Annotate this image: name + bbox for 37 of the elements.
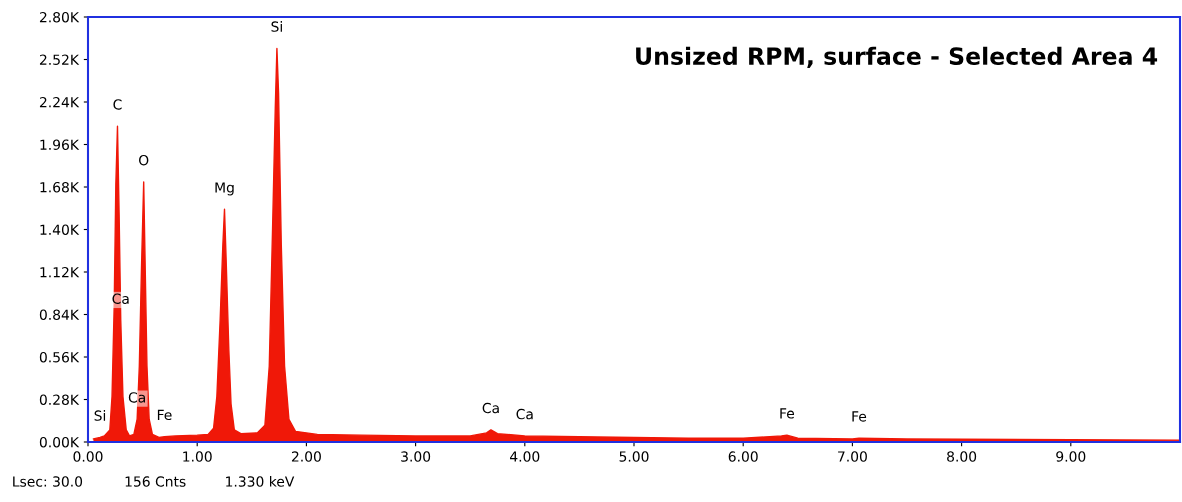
annotation: Ca	[482, 402, 499, 414]
x-tick-label: 5.00	[619, 451, 649, 462]
y-tick-label: 0.00K	[39, 436, 80, 448]
x-tick-label: 0.00	[73, 451, 103, 462]
x-tick-label: 1.00	[183, 451, 212, 462]
annotation: C	[113, 99, 122, 110]
x-tick-label: 9.00	[1056, 451, 1086, 462]
text: 156 Cnts	[125, 476, 186, 487]
y-tick-label: 1.96K	[40, 139, 80, 150]
y-tick-label: 1.68K	[40, 181, 80, 193]
y-tick-label: 2.24K	[39, 96, 80, 108]
text: 1.330 keV	[226, 476, 295, 487]
annotation: Ca	[112, 293, 129, 304]
x-tick-label: 2.00	[291, 451, 321, 462]
x-tick-label: 3.00	[401, 451, 431, 462]
annotation: Fe	[852, 411, 867, 422]
y-tick-label: 1.40K	[40, 224, 80, 235]
annotation: Fe	[157, 409, 172, 421]
y-tick-label: 0.56K	[39, 351, 80, 363]
annotation: Si	[94, 410, 106, 421]
text: Unsized RPM, surface - Selected Area 4	[636, 46, 1158, 69]
annotation: Ca	[128, 392, 145, 403]
annotation: Mg	[215, 182, 234, 196]
annotation: Si	[271, 21, 282, 32]
text: Lsec: 30.0	[13, 476, 83, 487]
y-tick-label: 0.84K	[39, 309, 80, 320]
y-tick-label: 2.80K	[39, 11, 80, 23]
x-tick-label: 7.00	[838, 451, 867, 462]
y-tick-label: 0.28K	[39, 394, 80, 405]
y-tick-label: 2.52K	[39, 54, 80, 65]
x-tick-label: 4.00	[510, 451, 540, 462]
annotation: Ca	[516, 408, 533, 420]
y-tick-label: 1.12K	[40, 266, 80, 278]
x-tick-label: 6.00	[728, 451, 758, 462]
annotation: Fe	[780, 408, 795, 419]
annotation: O	[139, 154, 149, 166]
x-tick-label: 8.00	[947, 451, 977, 462]
